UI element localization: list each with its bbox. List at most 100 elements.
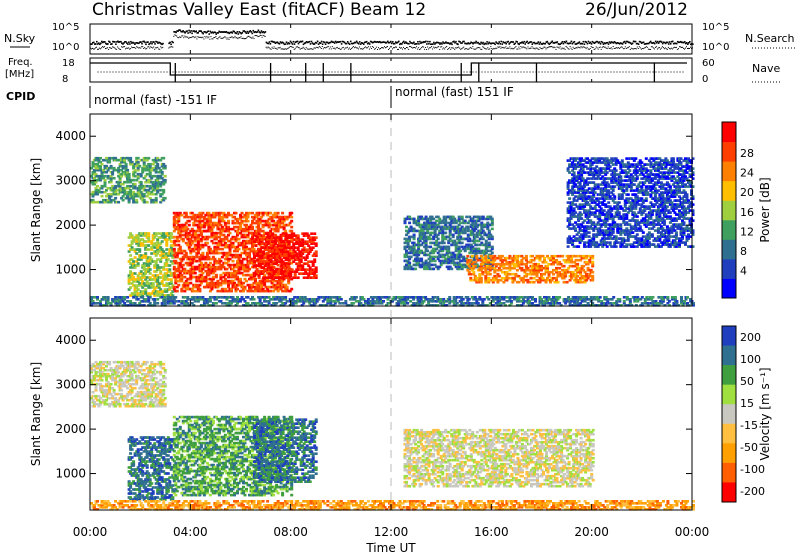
nsearch-point [438, 46, 440, 48]
nsearch-point [487, 47, 489, 49]
power-cell [117, 304, 121, 307]
power-cell [222, 251, 226, 255]
power-cell [225, 225, 229, 229]
power-cell [249, 223, 253, 227]
power-cell [106, 186, 110, 190]
nsky-point [371, 41, 374, 44]
nsearch-point [686, 46, 687, 48]
power-cell [242, 267, 245, 271]
nsky-point [468, 42, 470, 45]
power-cell [160, 296, 164, 299]
nsearch-point [542, 47, 544, 49]
power-cell [251, 235, 254, 239]
power-cell [90, 180, 93, 184]
power-cell [217, 261, 221, 265]
nsearch-point [483, 47, 485, 49]
power-cell [121, 182, 125, 186]
power-cell [219, 223, 223, 227]
nsearch-point [250, 37, 252, 39]
power-cell [278, 252, 282, 255]
nsky-point [558, 43, 561, 46]
power-cell [283, 270, 287, 273]
power-cell [136, 190, 140, 194]
power-cell [298, 252, 302, 255]
nsearch-point [564, 48, 566, 50]
power-cell [258, 300, 262, 303]
nsearch-point [469, 47, 471, 49]
nsearch-point [292, 46, 294, 48]
nsky-point [113, 41, 115, 43]
power-cell [196, 213, 200, 217]
nsearch-point [579, 47, 581, 49]
nsky-point [529, 41, 532, 43]
power-cell [574, 296, 578, 299]
power-cell [302, 250, 306, 253]
power-cell [245, 257, 248, 261]
nsearch-point [365, 47, 367, 49]
power-cell [183, 215, 187, 219]
power-cell [219, 283, 223, 287]
power-cell [133, 264, 137, 267]
power-cell [156, 248, 160, 251]
power-cell [275, 213, 279, 217]
power-cell [147, 236, 151, 239]
power-cell [123, 302, 127, 305]
power-cell [278, 223, 282, 227]
power-cell [236, 245, 239, 249]
nsearch-point [493, 47, 495, 49]
power-cell [273, 211, 277, 215]
nsky-point [158, 41, 160, 44]
power-cell [109, 304, 113, 307]
power-cell [169, 298, 173, 301]
nsky-point [547, 42, 550, 45]
nsky-point [186, 30, 188, 32]
power-cell [288, 249, 292, 253]
nsearch-point [550, 46, 552, 47]
power-cell [154, 232, 158, 235]
power-cell [177, 227, 181, 231]
nsearch-point [296, 46, 298, 48]
power-cell [198, 275, 202, 279]
nsearch-point [249, 36, 251, 38]
power-cell [272, 241, 276, 245]
nsky-point [135, 42, 137, 44]
power-cell [169, 260, 173, 263]
nsearch-point [592, 47, 594, 49]
nsearch-point [290, 46, 292, 48]
nsky-point [528, 41, 531, 44]
power-cell [133, 292, 137, 295]
power-cell [225, 289, 229, 293]
power-cell [272, 279, 276, 283]
power-cell [205, 241, 209, 245]
power-cell [260, 261, 264, 265]
power-cell [190, 239, 194, 243]
power-cell [211, 263, 215, 267]
power-cell [236, 296, 239, 299]
nsearch-point [635, 48, 637, 50]
nsky-point [564, 41, 567, 44]
power-cell [257, 283, 261, 287]
nsky-point [453, 40, 455, 43]
nsearch-point [310, 48, 312, 50]
nsky-point [670, 40, 673, 43]
power-cell [150, 248, 154, 251]
power-cell [94, 180, 98, 184]
power-cell [151, 274, 155, 277]
power-cell [160, 240, 164, 243]
nsearch-label: N.Search [745, 32, 795, 45]
power-cell [214, 273, 218, 277]
nsky-tick-top: 10^5 [52, 22, 79, 33]
nsky-point [98, 42, 100, 44]
power-cell [157, 170, 161, 174]
power-cell [256, 236, 260, 239]
power-cell [283, 266, 287, 269]
nsky-point [420, 42, 422, 44]
nsearch-point [531, 46, 533, 48]
nsearch-point [301, 47, 303, 49]
power-cell [193, 239, 197, 243]
nsky-point [110, 43, 112, 45]
power-cell [156, 238, 160, 241]
power-cell [253, 240, 256, 243]
nsky-point [101, 40, 103, 43]
power-cell [240, 211, 244, 215]
